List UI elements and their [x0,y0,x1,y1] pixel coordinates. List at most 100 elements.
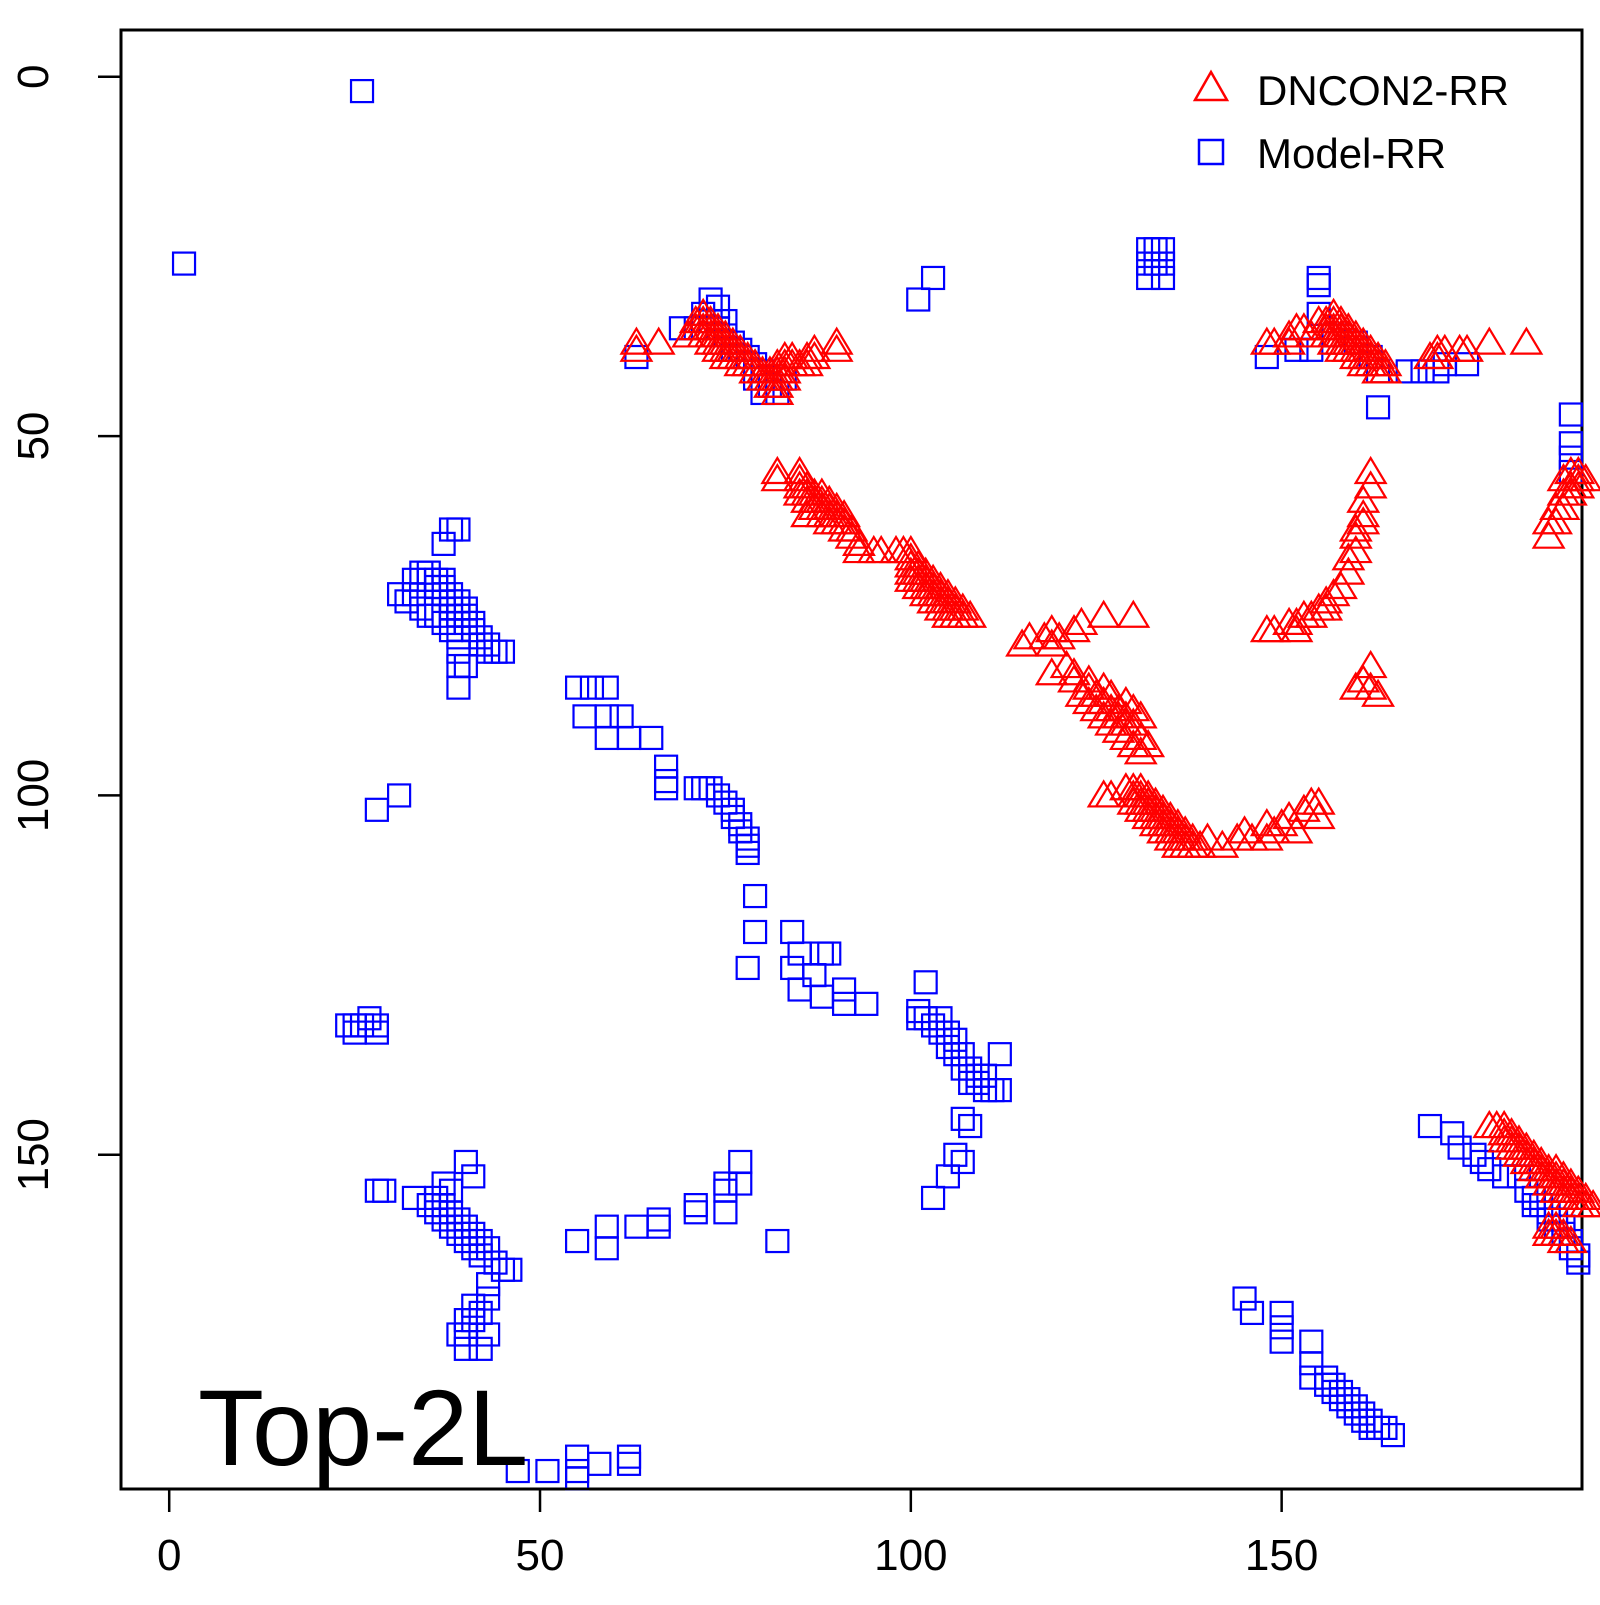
point-model-rr [401,567,427,592]
point-model-rr [1254,344,1279,370]
point-model-rr [1351,1408,1376,1433]
point-model-rr [728,812,753,837]
point-model-rr [920,265,946,291]
point-model-rr [461,610,486,636]
point-model-rr [1454,352,1480,377]
point-model-rr [438,589,464,614]
point-dncon2-rr [1301,800,1336,830]
point-model-rr [1269,1315,1294,1340]
point-model-rr [1232,1286,1257,1311]
point-dncon2-rr [1553,477,1588,506]
point-dncon2-rr [1205,829,1240,858]
point-dncon2-rr [1123,721,1158,751]
point-model-rr [446,603,471,628]
point-model-rr [780,955,805,981]
point-model-rr [1417,1113,1443,1139]
point-dncon2-rr [1279,815,1314,844]
point-model-rr [446,639,471,664]
point-model-rr [713,1200,738,1225]
point-model-rr [1514,1178,1539,1203]
point-model-rr [483,639,508,664]
point-model-rr [653,776,679,801]
point-dncon2-rr [1279,613,1314,643]
point-dncon2-rr [760,369,795,398]
point-model-rr [742,919,768,945]
x-tick-label: 50 [516,1531,565,1580]
point-dncon2-rr [767,362,802,391]
point-model-rr [461,1293,486,1318]
point-model-rr [1136,265,1161,291]
point-model-rr [387,582,412,607]
point-dncon2-rr [1286,793,1321,822]
point-dncon2-rr [1123,700,1158,729]
point-dncon2-rr [641,326,676,355]
point-model-rr [1558,402,1583,427]
point-dncon2-rr [1272,326,1307,355]
point-dncon2-rr [1331,542,1366,571]
point-model-rr [476,1322,501,1347]
point-dncon2-rr [1346,498,1381,528]
point-model-rr [742,883,768,909]
point-dncon2-rr [797,340,832,370]
point-model-rr [1269,1300,1294,1326]
point-model-rr [171,251,197,276]
point-model-rr [342,1020,367,1045]
point-model-rr [453,1308,478,1333]
point-model-rr [364,797,389,822]
point-model-rr [431,1207,456,1232]
point-model-rr [624,344,649,370]
point-dncon2-rr [1064,606,1099,636]
point-dncon2-rr [1057,657,1091,686]
point-model-rr [564,1228,590,1254]
point-model-rr [1365,395,1391,420]
point-dncon2-rr [1309,585,1344,614]
point-model-rr [1462,1142,1487,1167]
point-model-rr [364,1020,389,1045]
point-dncon2-rr [1034,613,1069,643]
point-dncon2-rr [1257,815,1292,844]
point-model-rr [431,567,456,592]
point-dncon2-rr [790,348,824,377]
point-model-rr [616,1444,642,1469]
point-model-rr [1299,1329,1324,1354]
point-model-rr [1410,359,1435,384]
point-model-rr [409,596,434,621]
point-model-rr [468,625,493,650]
point-model-rr [950,1056,975,1081]
point-model-rr [802,963,827,988]
point-model-rr [1136,237,1161,262]
point-model-rr [564,1458,590,1484]
point-model-rr [713,1171,738,1196]
point-model-rr [453,1228,478,1254]
point-model-rr [1306,265,1331,291]
point-model-rr [854,991,879,1016]
point-dncon2-rr [1568,1181,1600,1211]
point-model-rr [624,1214,649,1239]
point-model-rr [453,610,478,636]
point-model-rr [1299,1351,1324,1376]
point-model-rr [1358,1415,1383,1441]
point-model-rr [965,1070,990,1096]
point-model-rr [1477,1157,1502,1182]
point-dncon2-rr [619,326,654,355]
point-dncon2-rr [1546,1217,1581,1246]
point-model-rr [498,1257,523,1282]
point-model-rr [461,1308,486,1333]
point-model-rr [646,1207,671,1232]
point-model-rr [698,776,723,801]
point-dncon2-rr [819,333,854,362]
point-model-rr [594,1236,619,1261]
point-model-rr [1566,1243,1591,1268]
point-model-rr [424,574,449,600]
point-model-rr [453,653,478,679]
point-model-rr [1447,1135,1472,1160]
point-model-rr [683,1193,708,1218]
point-dncon2-rr [1094,779,1129,808]
point-model-rr [438,1214,464,1239]
point-model-rr [906,1006,931,1031]
point-model-rr [935,1020,961,1045]
point-model-rr [616,1451,642,1476]
point-dncon2-rr [1338,513,1373,542]
point-model-rr [446,625,471,650]
